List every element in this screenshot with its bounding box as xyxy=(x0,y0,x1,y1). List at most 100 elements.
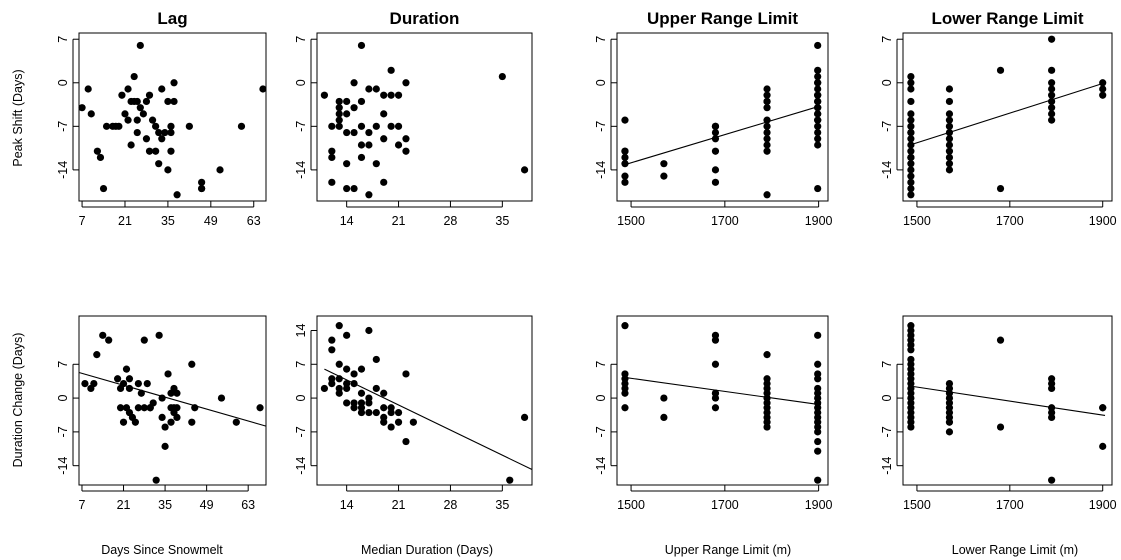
data-point xyxy=(134,380,142,388)
data-point xyxy=(711,128,720,137)
data-point xyxy=(335,97,343,106)
data-point xyxy=(152,122,160,130)
data-point xyxy=(380,389,388,397)
data-point xyxy=(140,404,148,412)
data-point xyxy=(143,380,151,388)
x-tick-label: 14 xyxy=(340,498,354,512)
data-point xyxy=(133,128,141,137)
y-tick-label: -7 xyxy=(594,426,608,437)
y-tick-label: 0 xyxy=(294,395,308,402)
x-tick-label: 1500 xyxy=(617,214,645,228)
data-point xyxy=(814,135,822,143)
data-point xyxy=(158,413,166,421)
data-point xyxy=(945,97,954,106)
data-point xyxy=(814,370,822,378)
data-point xyxy=(907,160,915,168)
data-point xyxy=(814,437,822,446)
data-point xyxy=(945,153,954,162)
data-point xyxy=(402,135,410,143)
data-point xyxy=(133,116,141,124)
panel-title: Duration xyxy=(390,9,460,28)
data-point xyxy=(1048,476,1056,484)
x-tick-label: 21 xyxy=(117,498,131,512)
data-point xyxy=(814,141,822,149)
data-point xyxy=(1048,66,1056,74)
data-point xyxy=(711,147,720,155)
x-tick-label: 28 xyxy=(443,498,457,512)
data-point xyxy=(125,384,134,393)
data-point xyxy=(1048,104,1056,112)
panel-6: 14 21 28 35 -14 -7 0 7 14 xyxy=(294,315,533,512)
row-ylabel-top: Peak Shift (Days) xyxy=(11,69,25,166)
y-tick-label: -14 xyxy=(594,161,608,179)
panel-title: Lag xyxy=(157,9,187,28)
data-point xyxy=(387,122,395,130)
data-point xyxy=(343,184,351,193)
data-point xyxy=(328,122,336,130)
panel-3: Upper Range Limit 1500 1700 1900 -14 -7 0 7 xyxy=(594,9,833,228)
data-point xyxy=(660,413,668,421)
data-point xyxy=(145,91,154,99)
data-point xyxy=(136,104,144,112)
data-point xyxy=(711,360,720,368)
y-tick-label: -14 xyxy=(294,457,308,475)
data-point xyxy=(907,72,915,81)
data-point xyxy=(372,160,380,168)
data-point xyxy=(365,141,373,149)
data-point xyxy=(357,408,366,417)
data-point xyxy=(763,147,771,155)
data-point xyxy=(907,79,915,87)
data-point xyxy=(907,97,915,106)
data-point xyxy=(365,191,373,199)
x-tick-label: 49 xyxy=(204,214,218,228)
data-point xyxy=(343,128,351,137)
data-point xyxy=(173,191,181,199)
data-point xyxy=(113,375,122,383)
plot-frame xyxy=(902,315,1113,486)
data-point xyxy=(814,79,822,87)
data-point xyxy=(402,79,410,87)
data-point xyxy=(945,135,954,143)
data-point xyxy=(1099,79,1107,87)
data-point xyxy=(763,104,771,112)
data-point xyxy=(357,365,366,373)
y-tick-label: 0 xyxy=(56,395,70,402)
data-point xyxy=(1048,79,1056,87)
data-point xyxy=(335,122,343,130)
data-point xyxy=(907,110,915,118)
data-point xyxy=(350,404,358,412)
data-point xyxy=(357,97,366,106)
data-point xyxy=(1048,35,1056,43)
data-point xyxy=(90,380,98,388)
data-point xyxy=(237,122,246,130)
data-point xyxy=(161,423,169,431)
data-point xyxy=(335,322,343,330)
data-point xyxy=(185,122,193,130)
plot-frame xyxy=(902,32,1113,202)
y-tick-label: -14 xyxy=(56,161,70,179)
y-tick-label: -7 xyxy=(880,426,894,437)
data-point xyxy=(350,79,358,87)
y-tick-label: -14 xyxy=(294,161,308,179)
col-xlabel-2: Median Duration (Days) xyxy=(361,543,493,557)
x-tick-label: 35 xyxy=(158,498,172,512)
x-tick-label: 21 xyxy=(392,498,406,512)
data-point xyxy=(161,442,169,450)
y-tick-label: 7 xyxy=(880,36,894,43)
data-point xyxy=(328,147,336,155)
data-point xyxy=(105,336,113,344)
data-point xyxy=(907,153,915,162)
data-point xyxy=(173,413,181,421)
data-point xyxy=(188,418,196,426)
data-point xyxy=(164,166,172,174)
data-point xyxy=(660,172,668,180)
data-point xyxy=(328,380,336,388)
data-point xyxy=(350,184,358,193)
data-point xyxy=(167,418,175,426)
data-point xyxy=(945,116,954,124)
data-point xyxy=(498,72,506,81)
data-point xyxy=(232,418,240,426)
data-point xyxy=(814,66,822,74)
data-point xyxy=(945,147,954,155)
data-point xyxy=(87,110,95,118)
